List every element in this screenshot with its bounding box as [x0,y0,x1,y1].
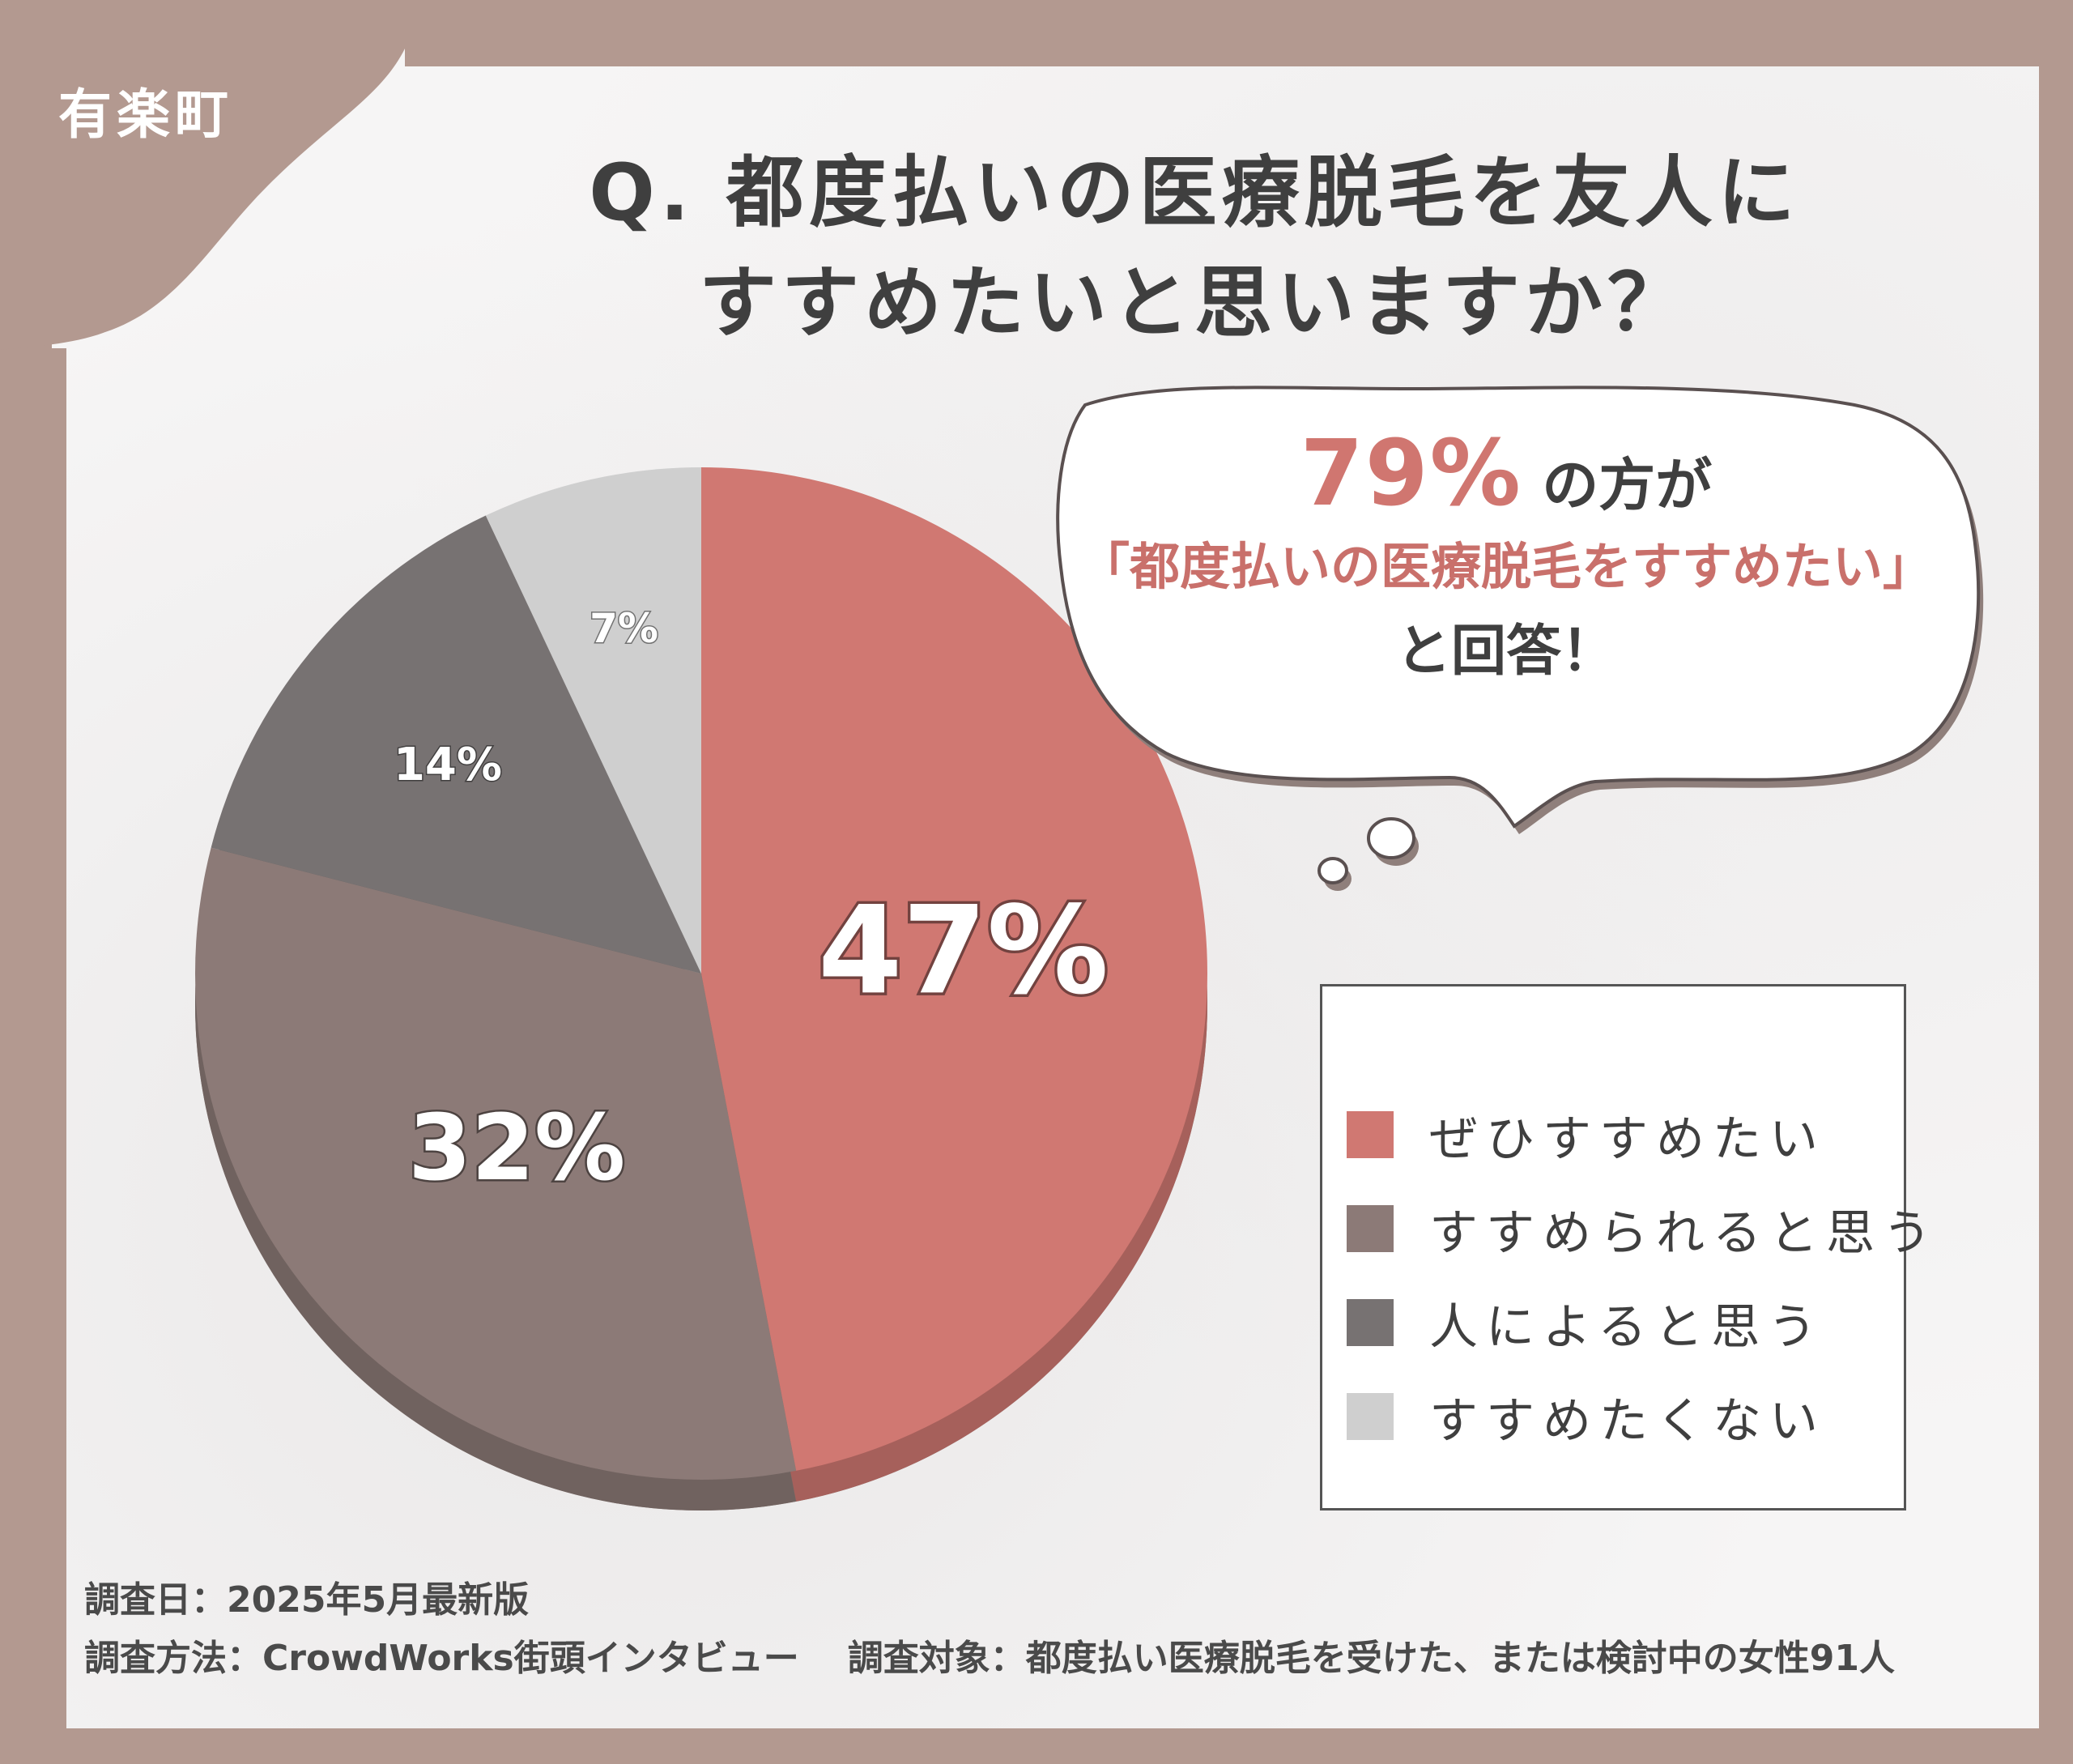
survey-details: 調査方法：CrowdWorks街頭インタビュー 調査対象：都度払い医療脱毛を受けた… [84,1630,1895,1688]
legend-label: すすめられると思う [1429,1204,1939,1262]
legend-item: 人によると思う [1347,1276,1904,1370]
survey-method: 調査方法：CrowdWorks街頭インタビュー [84,1638,799,1679]
pie-value-label-3: 14% [394,739,502,791]
brand-corner-shape [0,0,405,350]
legend-swatch [1347,1205,1394,1252]
survey-date: 調査日：2025年5月最新版 [84,1579,530,1621]
legend: ぜひすすめたい すすめられると思う 人によると思う すすめたくない [1320,984,1931,1510]
callout-quote: 「都度払いの医療脱毛をすすめたい」 [1079,537,1933,596]
pie-slice-1 [701,467,1207,1471]
chart-title: Q. 都度払いの医療脱毛を友人に すすめたいと思いますか？ [453,138,1935,358]
survey-footer: 調査日：2025年5月最新版 調査方法：CrowdWorks街頭インタビュー 調査… [84,1571,1895,1688]
pie-value-label-2: 32% [408,1096,625,1201]
pie-slices [194,467,1207,1480]
legend-item: すすめられると思う [1347,1182,1931,1276]
pie-slice-2 [194,847,797,1480]
top-border-strip [405,28,2039,66]
legend-item: ぜひすすめたい [1347,1088,1904,1182]
callout-headline: 79% の方が [1045,421,1968,526]
pie-chart: 47% 32% 14% 7% [194,467,1207,1510]
pie-slice-4 [485,467,701,974]
legend-item: すすめたくない [1347,1370,1904,1464]
callout-percent: 79% [1300,421,1522,526]
legend-label: すすめたくない [1429,1392,1826,1450]
callout-ending: と回答！ [1395,620,1616,684]
title-line-1: Q. 都度払いの医療脱毛を友人に [589,147,1800,238]
legend-label: 人によると思う [1429,1298,1825,1356]
speech-bubble [1056,386,1984,891]
legend-swatch [1347,1299,1394,1346]
pie-value-label-1: 47% [818,880,1109,1021]
legend-swatch [1347,1393,1394,1440]
pie-labels: 47% 32% 14% 7% [392,604,1111,1204]
pie-slice-3 [211,515,702,974]
legend-swatch [1347,1111,1394,1158]
title-line-2: すすめたいと思いますか？ [699,258,1690,348]
callout-suffix: の方が [1542,452,1713,518]
survey-target: 調査対象：都度払い医療脱毛を受けた、または検討中の女性91人 [847,1638,1895,1679]
brand-label: 有楽町 [58,83,233,146]
left-border-strip [52,348,66,1728]
pie-value-label-4: 7% [590,605,658,652]
callout-text: 79% の方が 「都度払いの医療脱毛をすすめたい」 と回答！ [1045,421,1968,697]
legend-label: ぜひすすめたい [1429,1110,1826,1168]
